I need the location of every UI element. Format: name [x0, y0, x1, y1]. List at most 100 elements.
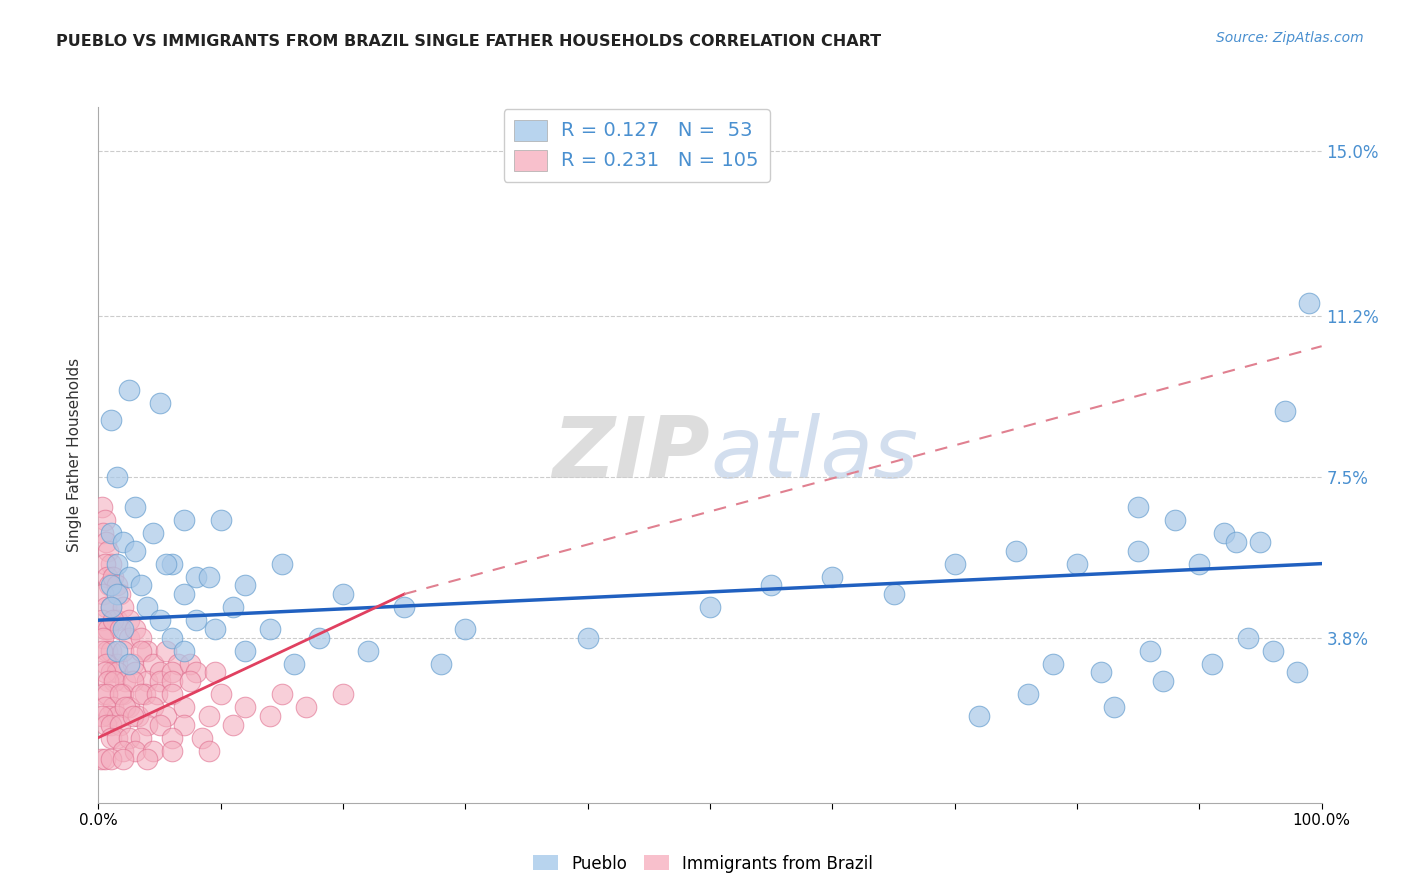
Point [155, 643, 177, 657]
Point [259, 622, 281, 636]
Point [1274, 404, 1296, 418]
Point [142, 744, 165, 758]
Point [197, 570, 219, 584]
Point [105, 665, 128, 680]
Point [1164, 513, 1187, 527]
Point [124, 744, 146, 758]
Point [967, 708, 990, 723]
Point [94, 600, 117, 615]
Point [283, 657, 305, 671]
Point [100, 578, 122, 592]
Point [94, 535, 117, 549]
Point [332, 687, 354, 701]
Point [155, 708, 177, 723]
Point [149, 665, 172, 680]
Point [173, 717, 195, 731]
Point [160, 557, 183, 571]
Point [332, 587, 354, 601]
Y-axis label: Single Father Households: Single Father Households [67, 358, 83, 552]
Point [105, 587, 128, 601]
Point [233, 700, 256, 714]
Point [98, 578, 121, 592]
Point [103, 674, 125, 689]
Text: atlas: atlas [710, 413, 918, 497]
Point [105, 731, 128, 745]
Point [576, 631, 599, 645]
Text: ZIP: ZIP [553, 413, 710, 497]
Point [149, 396, 172, 410]
Point [191, 731, 214, 745]
Point [204, 622, 226, 636]
Point [96, 643, 118, 657]
Point [91, 631, 114, 645]
Point [127, 708, 149, 723]
Point [1286, 665, 1309, 680]
Point [100, 731, 122, 745]
Point [160, 674, 183, 689]
Point [100, 665, 122, 680]
Point [149, 717, 172, 731]
Point [93, 513, 115, 527]
Point [110, 587, 132, 601]
Point [129, 631, 152, 645]
Point [1017, 687, 1039, 701]
Point [100, 717, 122, 731]
Point [111, 643, 134, 657]
Point [111, 535, 134, 549]
Point [118, 657, 141, 671]
Point [91, 708, 114, 723]
Point [1139, 643, 1161, 657]
Point [97, 622, 120, 636]
Point [124, 500, 146, 514]
Point [124, 622, 146, 636]
Point [204, 665, 226, 680]
Point [100, 413, 122, 427]
Point [111, 752, 134, 766]
Point [136, 674, 159, 689]
Point [1128, 500, 1150, 514]
Point [1066, 557, 1088, 571]
Point [1225, 535, 1247, 549]
Point [129, 687, 152, 701]
Point [101, 613, 124, 627]
Point [883, 587, 905, 601]
Point [160, 665, 183, 680]
Point [1261, 643, 1284, 657]
Point [111, 622, 134, 636]
Point [233, 578, 256, 592]
Point [209, 513, 232, 527]
Point [308, 631, 330, 645]
Point [173, 643, 195, 657]
Point [1004, 543, 1026, 558]
Point [111, 600, 134, 615]
Point [136, 752, 159, 766]
Point [121, 708, 143, 723]
Point [118, 631, 141, 645]
Point [91, 687, 114, 701]
Point [100, 600, 122, 615]
Point [124, 665, 146, 680]
Point [105, 643, 128, 657]
Point [105, 469, 128, 483]
Point [160, 731, 183, 745]
Point [149, 674, 172, 689]
Text: PUEBLO VS IMMIGRANTS FROM BRAZIL SINGLE FATHER HOUSEHOLDS CORRELATION CHART: PUEBLO VS IMMIGRANTS FROM BRAZIL SINGLE … [56, 34, 882, 49]
Point [90, 752, 112, 766]
Point [173, 587, 195, 601]
Point [1152, 674, 1174, 689]
Point [96, 570, 118, 584]
Point [146, 687, 169, 701]
Point [160, 744, 183, 758]
Point [1250, 535, 1272, 549]
Point [222, 600, 245, 615]
Point [392, 600, 416, 615]
Point [430, 657, 453, 671]
Point [98, 708, 121, 723]
Legend: R = 0.127   N =  53, R = 0.231   N = 105: R = 0.127 N = 53, R = 0.231 N = 105 [503, 109, 769, 181]
Point [160, 687, 183, 701]
Point [118, 383, 141, 397]
Point [197, 708, 219, 723]
Point [1188, 557, 1211, 571]
Point [142, 526, 165, 541]
Point [97, 674, 120, 689]
